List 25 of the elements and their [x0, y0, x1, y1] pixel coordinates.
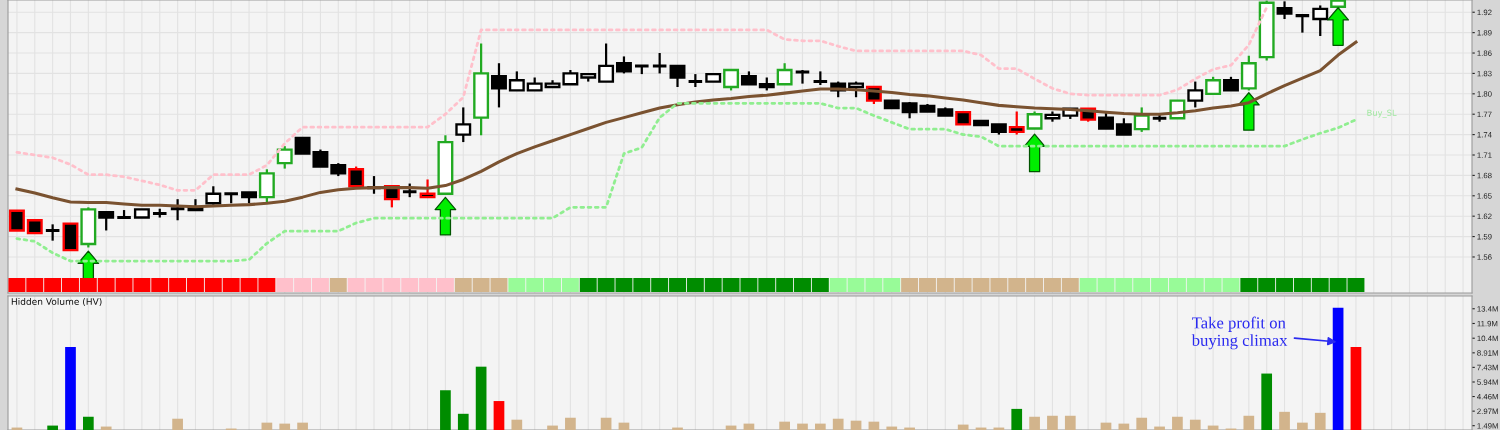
candlestick	[669, 64, 686, 89]
annotation: Buy_SL	[1367, 109, 1397, 118]
candlestick	[508, 70, 525, 92]
candlestick	[98, 210, 115, 232]
line-series	[15, 6, 1269, 192]
candlestick	[598, 42, 615, 83]
candlestick	[1133, 106, 1150, 133]
annotation: Take profit on buying climax	[1191, 316, 1288, 350]
candlestick	[8, 209, 25, 232]
candlestick	[169, 198, 186, 222]
candlestick	[1312, 4, 1329, 38]
candlestick	[1008, 110, 1025, 136]
candlestick	[276, 145, 293, 170]
candlestick	[258, 168, 275, 204]
candlestick	[491, 62, 507, 109]
candlestick	[1294, 14, 1311, 34]
candlestick	[794, 68, 811, 85]
candlestick	[651, 51, 668, 75]
line-series	[15, 101, 1358, 263]
candlestick	[455, 106, 472, 144]
candlestick	[776, 62, 793, 86]
chart-title: Hidden Volume (HV)	[11, 298, 102, 307]
candlestick	[348, 165, 365, 188]
candlestick	[723, 68, 740, 92]
candlestick	[1187, 80, 1204, 109]
